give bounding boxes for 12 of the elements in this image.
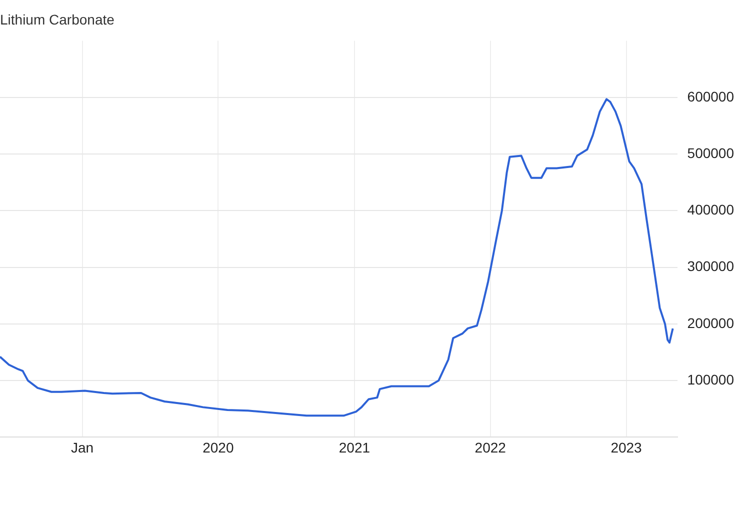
y-tick-label: 300000 — [687, 258, 734, 274]
x-tick-label: 2023 — [610, 439, 642, 456]
x-tick-label: 2022 — [474, 439, 506, 456]
x-tick-label: 2021 — [338, 439, 370, 456]
y-tick-label: 400000 — [687, 202, 734, 218]
y-tick-label: 100000 — [687, 371, 734, 388]
y-tick-label: 600000 — [687, 88, 734, 104]
chart-title: Lithium Carbonate — [0, 11, 115, 28]
y-tick-label: 200000 — [687, 314, 734, 331]
x-tick-label: Jan — [71, 439, 94, 456]
y-tick-label: 500000 — [687, 144, 734, 161]
x-tick-label: 2020 — [202, 439, 234, 456]
